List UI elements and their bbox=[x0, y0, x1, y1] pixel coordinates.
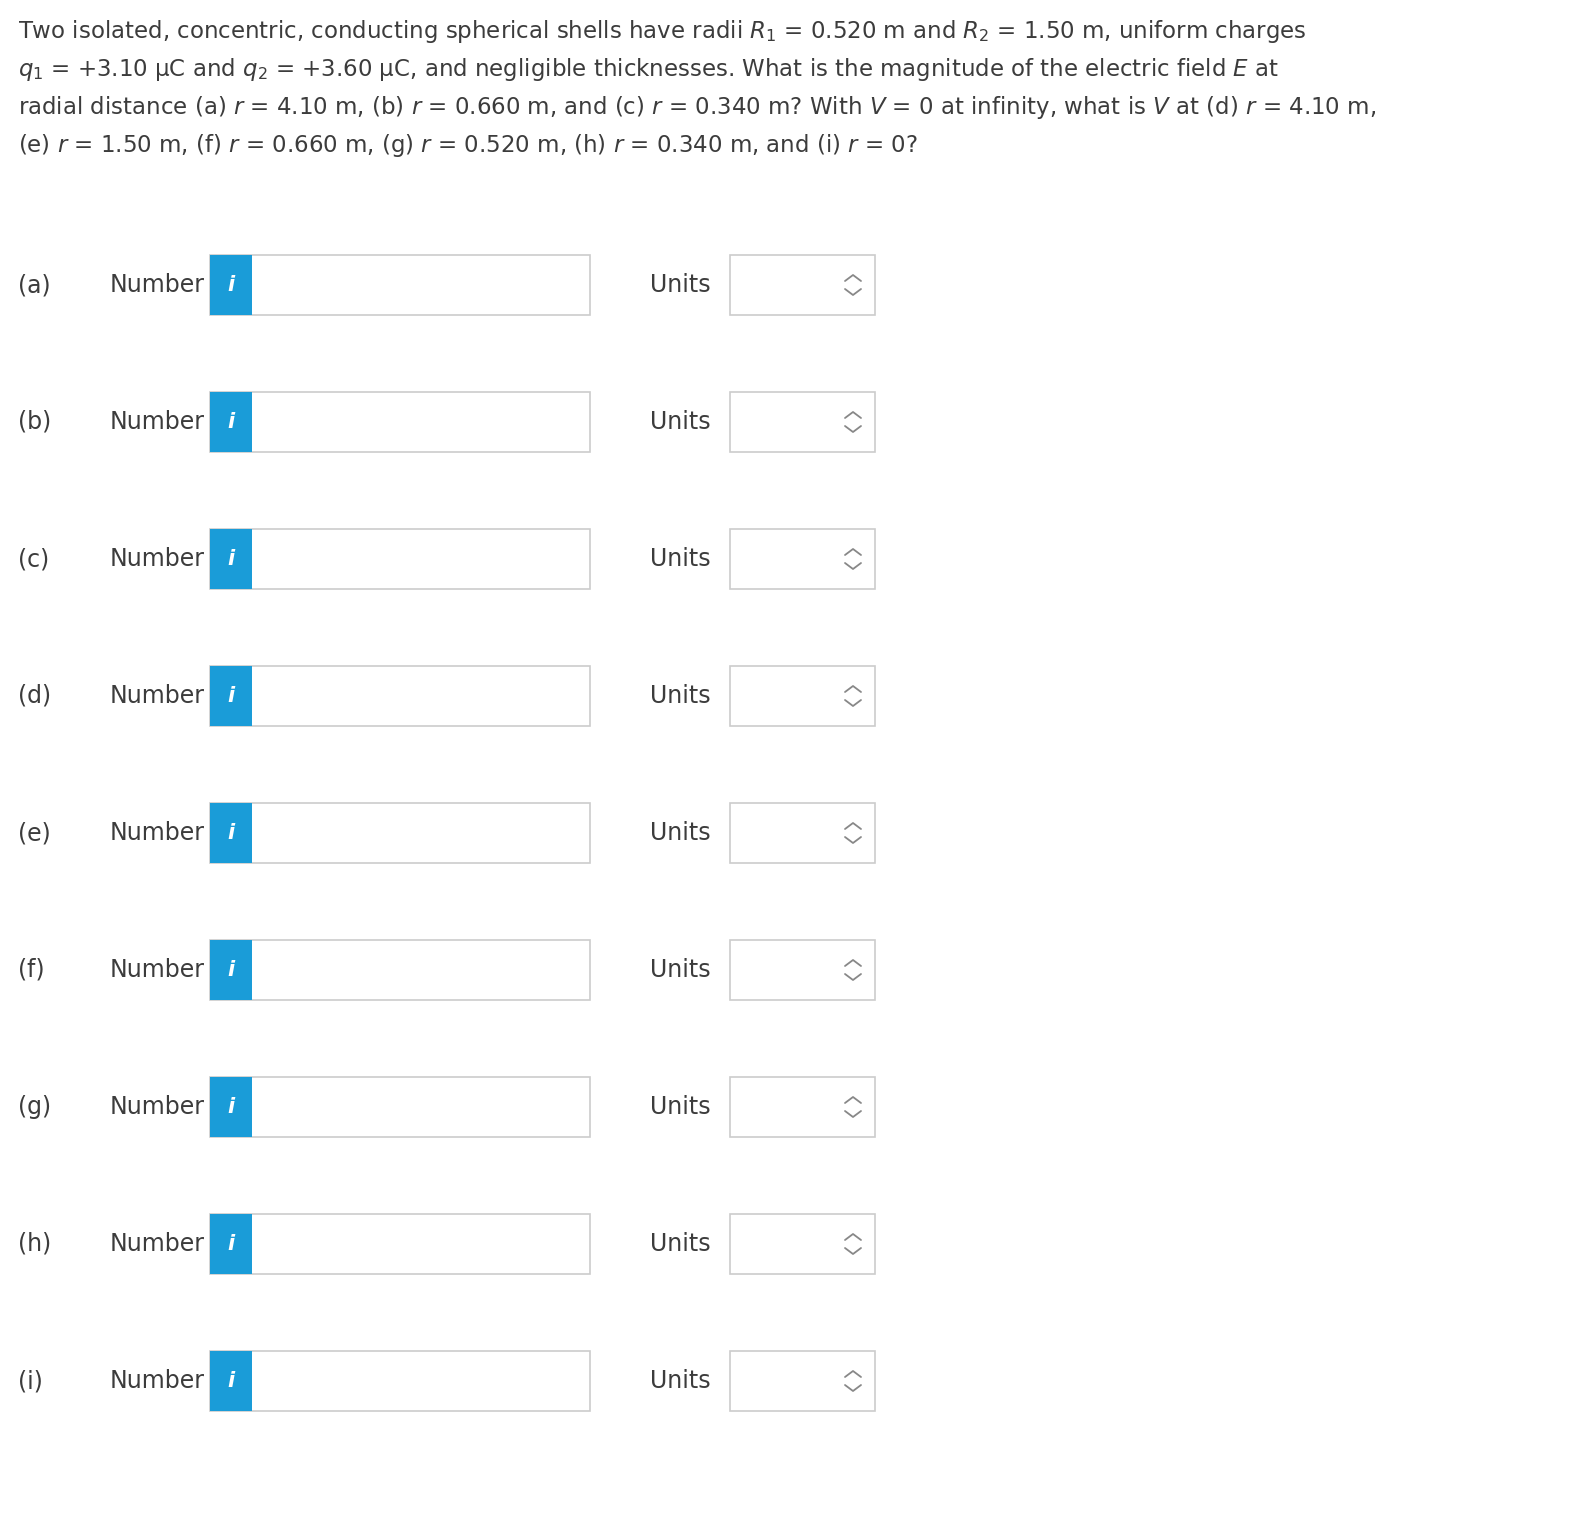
Bar bbox=[209, 667, 252, 726]
Bar bbox=[209, 941, 590, 1000]
Bar bbox=[209, 667, 590, 726]
Text: radial distance (a) $r$ = 4.10 m, (b) $r$ = 0.660 m, and (c) $r$ = 0.340 m? With: radial distance (a) $r$ = 4.10 m, (b) $r… bbox=[17, 94, 1377, 122]
Bar bbox=[209, 804, 590, 863]
Text: (f): (f) bbox=[17, 957, 44, 982]
Text: i: i bbox=[227, 686, 235, 706]
Bar bbox=[209, 1352, 590, 1411]
Text: i: i bbox=[227, 1234, 235, 1254]
Text: Number: Number bbox=[109, 546, 205, 571]
Text: Number: Number bbox=[109, 1231, 205, 1256]
Text: Units: Units bbox=[650, 1094, 711, 1119]
Text: Number: Number bbox=[109, 957, 205, 982]
Bar bbox=[730, 1352, 875, 1411]
Text: Number: Number bbox=[109, 409, 205, 434]
Bar bbox=[730, 667, 875, 726]
Bar bbox=[730, 530, 875, 589]
Text: Number: Number bbox=[109, 272, 205, 297]
Text: Number: Number bbox=[109, 820, 205, 845]
Text: Units: Units bbox=[650, 683, 711, 708]
Bar bbox=[209, 530, 252, 589]
Text: Units: Units bbox=[650, 957, 711, 982]
Bar bbox=[209, 804, 252, 863]
Text: Units: Units bbox=[650, 820, 711, 845]
Text: (i): (i) bbox=[17, 1368, 43, 1393]
Text: (a): (a) bbox=[17, 272, 51, 297]
Text: (e) $r$ = 1.50 m, (f) $r$ = 0.660 m, (g) $r$ = 0.520 m, (h) $r$ = 0.340 m, and (: (e) $r$ = 1.50 m, (f) $r$ = 0.660 m, (g)… bbox=[17, 132, 918, 158]
Text: (b): (b) bbox=[17, 409, 51, 434]
Text: Units: Units bbox=[650, 409, 711, 434]
Bar bbox=[730, 256, 875, 315]
Text: (e): (e) bbox=[17, 820, 51, 845]
Bar bbox=[209, 941, 252, 1000]
Text: i: i bbox=[227, 412, 235, 432]
Text: Units: Units bbox=[650, 272, 711, 297]
Text: (g): (g) bbox=[17, 1094, 51, 1119]
Text: Number: Number bbox=[109, 1094, 205, 1119]
Text: Two isolated, concentric, conducting spherical shells have radii $R_1$ = 0.520 m: Two isolated, concentric, conducting sph… bbox=[17, 18, 1307, 46]
Text: (d): (d) bbox=[17, 683, 51, 708]
Bar bbox=[209, 256, 252, 315]
Text: Number: Number bbox=[109, 683, 205, 708]
Text: i: i bbox=[227, 1097, 235, 1117]
Text: (c): (c) bbox=[17, 546, 49, 571]
Bar bbox=[209, 1215, 252, 1274]
Text: i: i bbox=[227, 1371, 235, 1391]
Bar bbox=[209, 1215, 590, 1274]
Bar bbox=[730, 1215, 875, 1274]
Text: (h): (h) bbox=[17, 1231, 51, 1256]
Text: Number: Number bbox=[109, 1368, 205, 1393]
Bar bbox=[730, 393, 875, 452]
Bar bbox=[209, 1078, 252, 1137]
Bar bbox=[209, 256, 590, 315]
Bar bbox=[209, 1352, 252, 1411]
Bar bbox=[209, 393, 252, 452]
Text: Units: Units bbox=[650, 1368, 711, 1393]
Bar bbox=[209, 1078, 590, 1137]
Text: $q_1$ = +3.10 μC and $q_2$ = +3.60 μC, and negligible thicknesses. What is the m: $q_1$ = +3.10 μC and $q_2$ = +3.60 μC, a… bbox=[17, 56, 1280, 84]
Text: i: i bbox=[227, 823, 235, 843]
Text: i: i bbox=[227, 549, 235, 569]
Bar bbox=[209, 530, 590, 589]
Text: i: i bbox=[227, 960, 235, 980]
Bar bbox=[730, 941, 875, 1000]
Text: i: i bbox=[227, 275, 235, 295]
Bar bbox=[730, 804, 875, 863]
Text: Units: Units bbox=[650, 546, 711, 571]
Bar bbox=[209, 393, 590, 452]
Text: Units: Units bbox=[650, 1231, 711, 1256]
Bar bbox=[730, 1078, 875, 1137]
